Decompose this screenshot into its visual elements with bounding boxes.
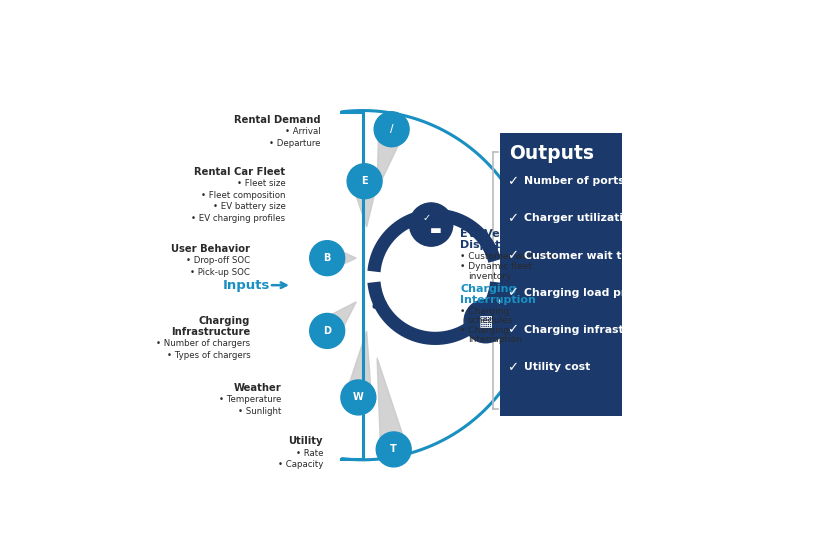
Circle shape	[309, 313, 345, 348]
Text: Charging: Charging	[460, 285, 516, 294]
Text: /: /	[390, 124, 394, 134]
Circle shape	[341, 380, 376, 415]
Text: ✓: ✓	[507, 249, 518, 262]
Text: • Capacity: • Capacity	[278, 460, 323, 469]
Text: • Fleet composition: • Fleet composition	[201, 191, 285, 200]
Text: ✓: ✓	[507, 212, 518, 225]
Text: Inputs: Inputs	[224, 279, 271, 292]
Text: • Departure: • Departure	[270, 139, 321, 148]
Text: Rental Car Fleet: Rental Car Fleet	[195, 167, 285, 177]
Text: Infrastructure: Infrastructure	[171, 327, 250, 337]
Text: • Types of chargers: • Types of chargers	[167, 351, 250, 360]
Text: • EV charging profiles: • EV charging profiles	[191, 214, 285, 223]
Polygon shape	[318, 302, 356, 340]
Text: • Pick-up SOC: • Pick-up SOC	[191, 268, 250, 276]
Text: Charging infrastructure cost: Charging infrastructure cost	[524, 325, 698, 335]
Text: schedules: schedules	[468, 316, 513, 326]
Text: ▬: ▬	[429, 224, 441, 237]
Text: • Fleet size: • Fleet size	[237, 179, 285, 188]
Text: Charging load profiles: Charging load profiles	[524, 288, 659, 298]
Text: • Arrival: • Arrival	[285, 127, 321, 136]
Circle shape	[347, 164, 382, 199]
Text: • Charging: • Charging	[460, 307, 510, 316]
Text: B: B	[323, 253, 331, 263]
Text: User Behavior: User Behavior	[172, 244, 250, 254]
Text: • Number of chargers: • Number of chargers	[156, 339, 250, 348]
Text: • Sunlight: • Sunlight	[238, 407, 281, 416]
Polygon shape	[377, 126, 404, 190]
Text: Charging: Charging	[199, 316, 250, 326]
Text: Number of ports by type: Number of ports by type	[524, 176, 674, 186]
Text: Outputs: Outputs	[509, 144, 594, 163]
Text: Utility cost: Utility cost	[524, 362, 590, 372]
Text: • Drop-off SOC: • Drop-off SOC	[186, 256, 250, 265]
Text: Customer wait time: Customer wait time	[524, 251, 644, 261]
Circle shape	[464, 300, 507, 343]
FancyBboxPatch shape	[500, 133, 622, 416]
Text: Charger utilization: Charger utilization	[524, 213, 638, 224]
Circle shape	[376, 432, 411, 467]
Text: Interruption: Interruption	[460, 295, 536, 305]
Text: T: T	[390, 444, 397, 455]
Text: ✓: ✓	[507, 361, 518, 374]
Text: • EV battery size: • EV battery size	[213, 202, 285, 212]
Polygon shape	[351, 180, 378, 227]
Text: Dispatch: Dispatch	[460, 240, 515, 250]
Text: • Temperature: • Temperature	[219, 395, 281, 404]
Text: E: E	[361, 176, 368, 186]
Text: • Dynamic fleet: • Dynamic fleet	[460, 262, 532, 271]
Text: inventory: inventory	[468, 272, 512, 281]
Text: ✓: ✓	[507, 286, 518, 299]
Polygon shape	[377, 358, 407, 452]
Text: Utility: Utility	[289, 436, 323, 446]
Text: • Customer wait time: • Customer wait time	[460, 252, 558, 261]
Text: D: D	[323, 326, 331, 336]
Text: Interruption: Interruption	[468, 335, 521, 345]
Text: • Rate: • Rate	[295, 449, 323, 457]
Circle shape	[309, 241, 345, 275]
Circle shape	[409, 203, 453, 246]
Text: • Charging: • Charging	[460, 326, 510, 335]
Polygon shape	[345, 331, 371, 399]
Text: ✓: ✓	[422, 213, 430, 224]
Text: Rental Demand: Rental Demand	[234, 114, 321, 125]
Text: ✓: ✓	[507, 323, 518, 336]
Circle shape	[375, 112, 409, 147]
Text: EVI-Vehicle: EVI-Vehicle	[460, 229, 530, 239]
Text: ✓: ✓	[507, 175, 518, 188]
Polygon shape	[328, 245, 356, 272]
Text: ▦: ▦	[478, 314, 493, 329]
Text: W: W	[353, 393, 364, 402]
Text: Weather: Weather	[233, 383, 281, 393]
